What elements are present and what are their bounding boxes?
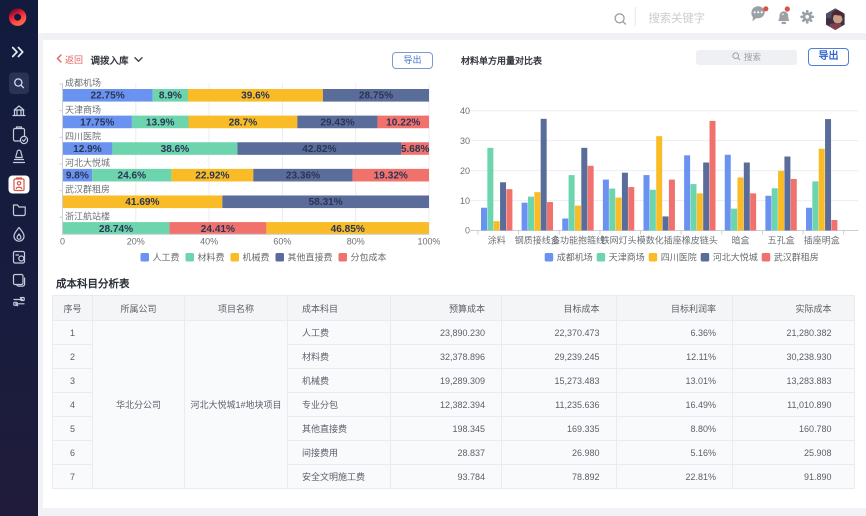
svg-text:钢质接线盒: 钢质接线盒 bbox=[515, 235, 560, 246]
svg-text:成都机场: 成都机场 bbox=[557, 252, 593, 263]
svg-text:9.8%: 9.8% bbox=[66, 171, 89, 182]
svg-text:28.7%: 28.7% bbox=[229, 117, 258, 128]
svg-text:成都机场: 成都机场 bbox=[65, 77, 101, 88]
svg-text:0: 0 bbox=[465, 226, 470, 236]
svg-text:46.85%: 46.85% bbox=[331, 224, 365, 235]
svg-text:武汉群租房: 武汉群租房 bbox=[774, 252, 819, 263]
svg-text:天津商场: 天津商场 bbox=[65, 104, 101, 115]
svg-text:橡皮链头: 橡皮链头 bbox=[682, 235, 718, 246]
svg-text:分包成本: 分包成本 bbox=[351, 252, 387, 263]
svg-text:四川医院: 四川医院 bbox=[661, 252, 697, 263]
svg-text:四川医院: 四川医院 bbox=[65, 130, 101, 141]
svg-text:多功能抱箍线: 多功能抱箍线 bbox=[551, 235, 605, 246]
svg-text:暗盒: 暗盒 bbox=[731, 235, 749, 246]
svg-text:铁网灯头: 铁网灯头 bbox=[601, 235, 637, 246]
svg-text:38.6%: 38.6% bbox=[161, 144, 190, 155]
svg-text:8.9%: 8.9% bbox=[159, 91, 182, 102]
svg-text:22.92%: 22.92% bbox=[195, 171, 229, 182]
svg-text:材料费: 材料费 bbox=[198, 252, 225, 263]
svg-text:17.75%: 17.75% bbox=[80, 117, 114, 128]
svg-text:28.75%: 28.75% bbox=[359, 91, 393, 102]
svg-text:武汉群租房: 武汉群租房 bbox=[65, 184, 110, 195]
svg-text:搜索关键字: 搜索关键字 bbox=[649, 11, 706, 25]
svg-text:10: 10 bbox=[460, 196, 470, 206]
svg-text:浙江航站楼: 浙江航站楼 bbox=[65, 210, 110, 221]
svg-text:12.9%: 12.9% bbox=[73, 144, 102, 155]
svg-text:22.75%: 22.75% bbox=[90, 91, 124, 102]
svg-text:5.68%: 5.68% bbox=[401, 144, 430, 155]
svg-text:58.31%: 58.31% bbox=[309, 197, 343, 208]
svg-text:河北大悦城: 河北大悦城 bbox=[713, 252, 758, 263]
svg-text:80%: 80% bbox=[347, 237, 365, 247]
svg-text:20: 20 bbox=[460, 166, 470, 176]
svg-text:20%: 20% bbox=[127, 237, 145, 247]
svg-text:28.74%: 28.74% bbox=[99, 224, 133, 235]
svg-text:100%: 100% bbox=[417, 237, 440, 247]
svg-text:其他直接费: 其他直接费 bbox=[288, 252, 333, 263]
svg-text:插座明盒: 插座明盒 bbox=[804, 235, 840, 246]
svg-text:涂料: 涂料 bbox=[488, 235, 506, 246]
svg-text:60%: 60% bbox=[273, 237, 291, 247]
svg-text:29.43%: 29.43% bbox=[320, 117, 354, 128]
svg-text:23.36%: 23.36% bbox=[286, 171, 320, 182]
svg-text:24.6%: 24.6% bbox=[117, 171, 146, 182]
svg-text:0: 0 bbox=[60, 237, 65, 247]
svg-text:41.69%: 41.69% bbox=[125, 197, 159, 208]
svg-text:天津商场: 天津商场 bbox=[609, 252, 645, 263]
svg-text:39.6%: 39.6% bbox=[241, 91, 270, 102]
svg-text:人工费: 人工费 bbox=[153, 252, 180, 263]
svg-text:10.22%: 10.22% bbox=[386, 117, 420, 128]
svg-text:40%: 40% bbox=[200, 237, 218, 247]
svg-text:模数化插座: 模数化插座 bbox=[637, 235, 682, 246]
svg-text:13.9%: 13.9% bbox=[146, 117, 175, 128]
svg-text:机械费: 机械费 bbox=[243, 252, 270, 263]
svg-text:五孔盒: 五孔盒 bbox=[768, 235, 795, 246]
svg-text:24.41%: 24.41% bbox=[201, 224, 235, 235]
svg-text:河北大悦城: 河北大悦城 bbox=[65, 157, 110, 168]
svg-text:40: 40 bbox=[460, 106, 470, 116]
svg-text:30: 30 bbox=[460, 136, 470, 146]
svg-text:42.82%: 42.82% bbox=[302, 144, 336, 155]
svg-text:19.32%: 19.32% bbox=[374, 171, 408, 182]
